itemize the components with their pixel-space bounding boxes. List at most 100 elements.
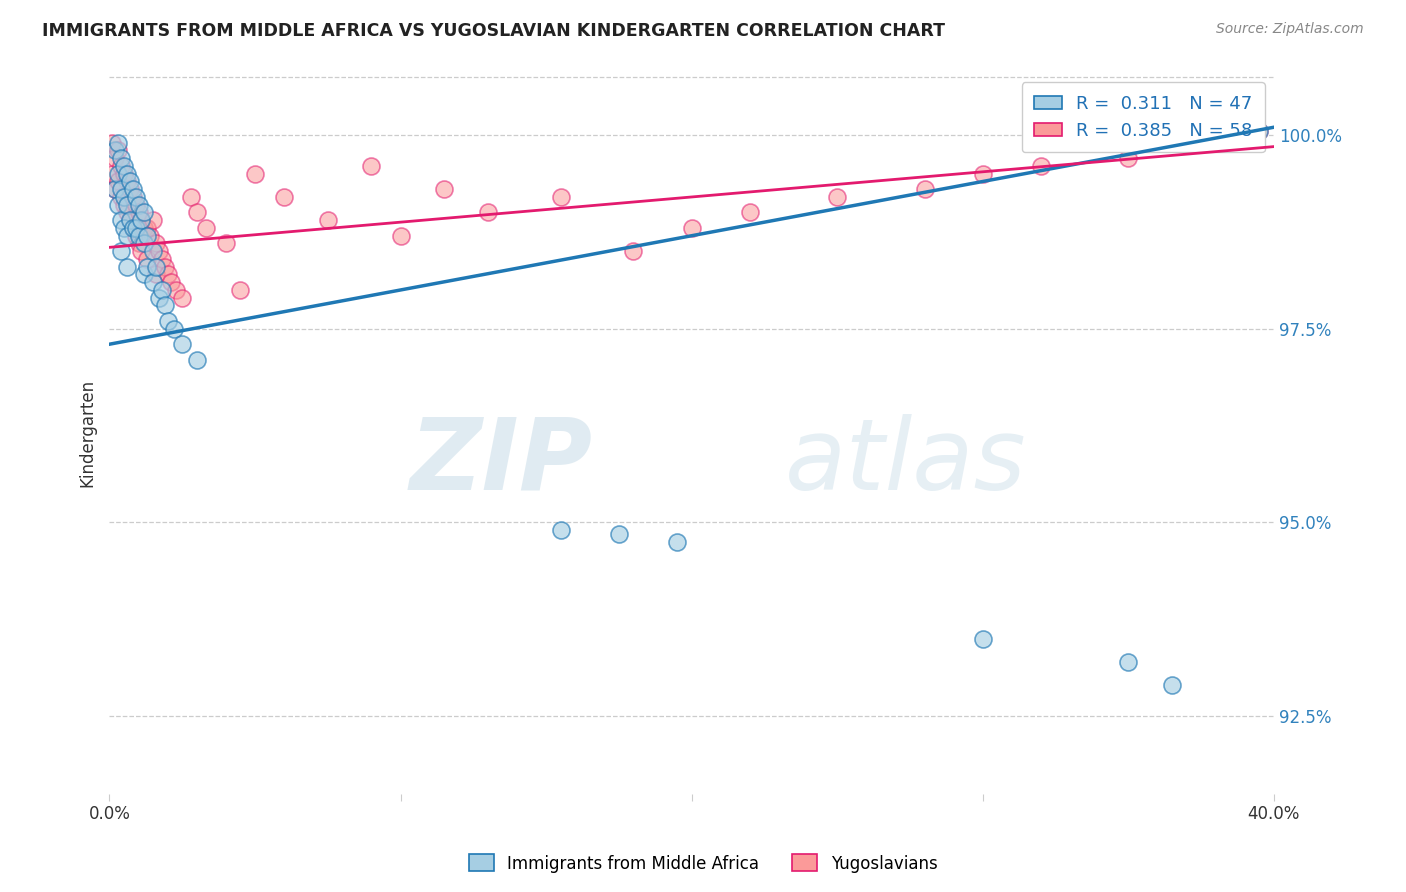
Point	[115, 174, 138, 188]
Point	[972, 632, 994, 646]
Point	[273, 190, 295, 204]
Point	[115, 205, 138, 219]
Point	[134, 221, 156, 235]
Point	[215, 236, 238, 251]
Point	[389, 228, 412, 243]
Point	[110, 190, 132, 204]
Point	[112, 159, 135, 173]
Point	[1249, 124, 1271, 138]
Point	[118, 182, 141, 196]
Point	[134, 268, 156, 282]
Point	[243, 167, 266, 181]
Point	[118, 174, 141, 188]
Point	[1118, 151, 1140, 165]
Point	[115, 260, 138, 274]
Point	[101, 136, 124, 150]
Point	[107, 174, 129, 188]
Point	[150, 283, 173, 297]
Point	[139, 228, 162, 243]
Point	[118, 213, 141, 227]
Point	[118, 213, 141, 227]
Point	[136, 252, 159, 266]
Point	[145, 260, 167, 274]
Point	[107, 136, 129, 150]
Point	[156, 314, 179, 328]
Point	[148, 244, 170, 259]
Point	[172, 291, 194, 305]
Point	[165, 283, 187, 297]
Point	[172, 337, 194, 351]
Legend: R =  0.311   N = 47, R =  0.385   N = 58: R = 0.311 N = 47, R = 0.385 N = 58	[1022, 82, 1265, 153]
Point	[477, 205, 499, 219]
Point	[360, 159, 382, 173]
Point	[738, 205, 761, 219]
Point	[136, 260, 159, 274]
Point	[110, 244, 132, 259]
Point	[104, 182, 127, 196]
Point	[134, 236, 156, 251]
Point	[104, 151, 127, 165]
Point	[128, 205, 150, 219]
Point	[136, 228, 159, 243]
Point	[180, 190, 202, 204]
Point	[162, 322, 184, 336]
Point	[110, 182, 132, 196]
Text: IMMIGRANTS FROM MIDDLE AFRICA VS YUGOSLAVIAN KINDERGARTEN CORRELATION CHART: IMMIGRANTS FROM MIDDLE AFRICA VS YUGOSLA…	[42, 22, 945, 40]
Point	[112, 198, 135, 212]
Point	[433, 182, 456, 196]
Point	[145, 268, 167, 282]
Point	[121, 221, 143, 235]
Point	[972, 167, 994, 181]
Point	[186, 205, 208, 219]
Point	[1118, 655, 1140, 669]
Point	[156, 268, 179, 282]
Point	[1029, 159, 1052, 173]
Point	[142, 213, 165, 227]
Point	[150, 252, 173, 266]
Point	[1249, 124, 1271, 138]
Point	[131, 213, 153, 227]
Point	[142, 244, 165, 259]
Point	[136, 221, 159, 235]
Point	[134, 205, 156, 219]
Point	[825, 190, 848, 204]
Point	[128, 236, 150, 251]
Point	[131, 244, 153, 259]
Point	[1161, 678, 1184, 692]
Point	[153, 298, 176, 312]
Point	[159, 275, 181, 289]
Point	[112, 221, 135, 235]
Point	[229, 283, 252, 297]
Point	[107, 167, 129, 181]
Point	[110, 213, 132, 227]
Point	[623, 244, 645, 259]
Point	[115, 198, 138, 212]
Point	[316, 213, 339, 227]
Point	[145, 236, 167, 251]
Point	[110, 151, 132, 165]
Point	[914, 182, 936, 196]
Point	[115, 228, 138, 243]
Y-axis label: Kindergarten: Kindergarten	[79, 379, 96, 487]
Point	[128, 228, 150, 243]
Point	[112, 190, 135, 204]
Point	[104, 182, 127, 196]
Text: atlas: atlas	[785, 414, 1026, 510]
Point	[153, 260, 176, 274]
Point	[124, 228, 146, 243]
Legend: Immigrants from Middle Africa, Yugoslavians: Immigrants from Middle Africa, Yugoslavi…	[463, 847, 943, 880]
Point	[121, 221, 143, 235]
Point	[550, 190, 572, 204]
Point	[607, 527, 630, 541]
Point	[101, 167, 124, 181]
Point	[666, 534, 689, 549]
Point	[128, 198, 150, 212]
Point	[681, 221, 703, 235]
Point	[107, 144, 129, 158]
Point	[124, 221, 146, 235]
Point	[110, 159, 132, 173]
Text: ZIP: ZIP	[409, 414, 593, 510]
Point	[124, 190, 146, 204]
Point	[131, 213, 153, 227]
Point	[107, 198, 129, 212]
